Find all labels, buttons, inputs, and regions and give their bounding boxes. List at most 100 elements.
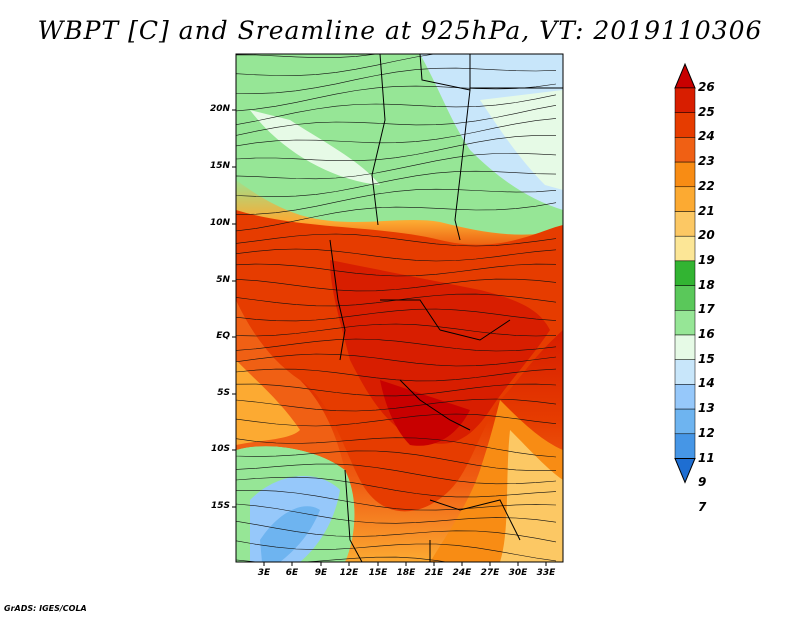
colorbar-level: 19 xyxy=(698,252,715,267)
streamline xyxy=(236,170,557,198)
mild-region-se xyxy=(500,430,563,562)
colorbar-segment xyxy=(674,384,696,410)
streamline xyxy=(236,94,557,126)
streamline xyxy=(236,233,557,247)
colorbar-segment xyxy=(674,137,696,163)
lat-label: 15S xyxy=(210,501,230,511)
streamline xyxy=(236,413,557,427)
colorbar-segment xyxy=(674,433,696,459)
streamline xyxy=(236,383,557,397)
streamline xyxy=(236,278,557,292)
lon-label: 15E xyxy=(368,568,388,578)
lon-label: 3E xyxy=(257,568,271,578)
streamline xyxy=(236,489,557,511)
colorbar-top-arrow xyxy=(674,62,696,89)
border-line xyxy=(329,239,346,361)
streamline xyxy=(236,67,557,94)
colorbar-bottom-arrow xyxy=(674,458,696,484)
colorbar-segment xyxy=(674,285,696,311)
lon-label: 27E xyxy=(480,568,500,578)
streamline xyxy=(236,118,557,150)
ocean-west-mild xyxy=(236,360,300,445)
lat-label: 5S xyxy=(217,388,230,398)
border-line xyxy=(344,469,363,562)
lon-label: 24E xyxy=(452,568,472,578)
cool-core-nw xyxy=(250,110,380,185)
hot-max xyxy=(380,380,470,446)
cool-core-ne xyxy=(480,90,563,190)
colorbar-level: 14 xyxy=(698,376,715,391)
colder-core-sw xyxy=(260,506,320,562)
streamline xyxy=(236,308,557,322)
colorbar-segment xyxy=(674,359,696,385)
streamline xyxy=(236,105,557,136)
colorbar-level: 7 xyxy=(698,499,707,514)
colorbar-segment xyxy=(674,87,696,113)
colorbar-segment xyxy=(674,310,696,336)
streamline xyxy=(236,555,449,562)
colorbar-level: 25 xyxy=(698,104,715,119)
colorbar-level: 24 xyxy=(698,129,715,144)
streamline xyxy=(236,520,557,543)
grads-credit: GrADS: IGES/COLA xyxy=(4,604,87,613)
border-line xyxy=(371,54,386,226)
colorbar-level: 23 xyxy=(698,154,715,169)
streamline xyxy=(236,503,557,524)
border-line xyxy=(380,299,441,331)
border-line xyxy=(454,89,471,241)
streamline xyxy=(236,450,557,472)
streamline xyxy=(236,435,557,458)
lat-label: 5N xyxy=(216,275,230,285)
map-frame xyxy=(235,53,564,563)
colorbar-segment xyxy=(674,334,696,360)
streamline xyxy=(236,293,557,307)
colorbar-level: 17 xyxy=(698,302,715,317)
cool-region-ne xyxy=(420,54,563,210)
streamline xyxy=(236,54,437,76)
colorbar-level: 18 xyxy=(698,277,715,292)
colorbar-segment xyxy=(674,260,696,286)
colorbar-level: 20 xyxy=(698,228,715,243)
colorbar-segment xyxy=(674,161,696,188)
streamline xyxy=(236,135,556,165)
colorbar-segment xyxy=(674,112,696,138)
lat-label: 15N xyxy=(209,161,230,171)
streamline xyxy=(236,188,557,216)
colorbar-level: 15 xyxy=(698,351,715,366)
lon-label: 30E xyxy=(508,568,528,578)
axis-ticks xyxy=(232,109,547,566)
lat-label: 10S xyxy=(210,444,230,454)
streamline xyxy=(236,152,557,180)
streamlines xyxy=(236,54,557,562)
streamline xyxy=(236,463,557,485)
colorbar-level: 16 xyxy=(698,327,715,341)
streamline xyxy=(236,54,379,60)
streamline xyxy=(236,202,557,232)
country-borders xyxy=(329,54,563,562)
map-title: WBPT [C] and Sreamline at 925hPa, VT: 20… xyxy=(37,16,763,45)
streamline xyxy=(236,353,557,367)
colorbar-segment xyxy=(674,235,696,262)
colorbar-segment xyxy=(674,211,696,237)
colorbar-level: 13 xyxy=(698,401,715,416)
streamline xyxy=(236,476,557,498)
border-line xyxy=(419,54,471,91)
border-line xyxy=(399,379,471,431)
colorbar-level: 12 xyxy=(698,425,715,440)
lon-label: 9E xyxy=(314,568,328,578)
border-line xyxy=(429,499,521,541)
colorbar-level: 21 xyxy=(698,203,715,218)
colorbar-level: 11 xyxy=(698,450,715,465)
streamline xyxy=(236,83,557,112)
lon-label: 6E xyxy=(285,568,299,578)
streamline xyxy=(236,398,557,412)
colorbar-level: 26 xyxy=(698,80,715,94)
colorbar-segment xyxy=(674,186,696,212)
colorbar-level: 9 xyxy=(698,475,707,490)
lon-label: 18E xyxy=(396,568,416,578)
lon-label: 33E xyxy=(536,568,556,578)
streamline xyxy=(236,338,557,352)
lon-label: 21E xyxy=(424,568,444,578)
